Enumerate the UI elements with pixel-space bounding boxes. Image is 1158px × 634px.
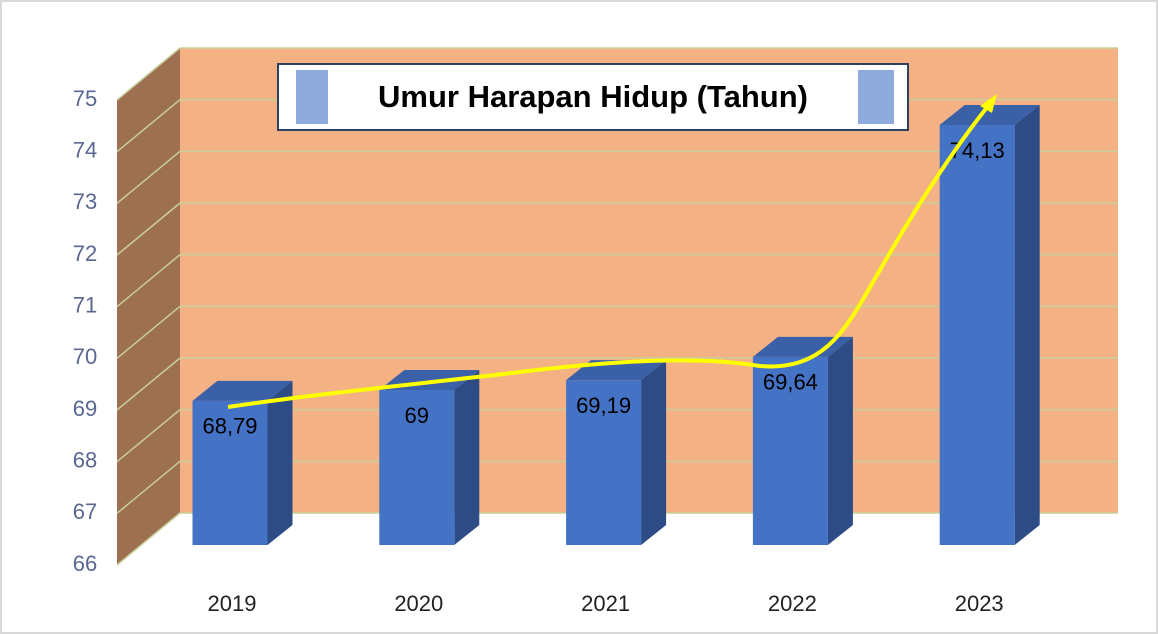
title-box: Umur Harapan Hidup (Tahun) — [277, 63, 909, 131]
y-tick-label: 72 — [73, 241, 97, 266]
y-tick-label: 69 — [73, 396, 97, 421]
bar — [939, 124, 1015, 545]
bar-top — [192, 380, 293, 401]
bar-side — [454, 370, 480, 545]
side-grid-line — [116, 99, 181, 153]
y-tick-label: 66 — [73, 551, 97, 576]
value-label: 69 — [405, 403, 429, 428]
y-tick-label: 68 — [73, 447, 97, 472]
title-decor — [296, 70, 328, 124]
x-tick-label: 2021 — [581, 591, 630, 616]
arrow-head — [980, 94, 997, 113]
y-tick-label: 70 — [73, 344, 97, 369]
value-label: 69,19 — [576, 393, 631, 418]
bar — [192, 400, 268, 545]
x-tick-label: 2019 — [208, 591, 257, 616]
title-frame — [277, 63, 909, 131]
bars: 68,79 69 69,19 69,64 74,13 — [192, 104, 1040, 545]
trend-curve — [227, 98, 995, 409]
side-grid-line — [116, 460, 181, 514]
title-decor — [858, 70, 894, 124]
x-tick-label: 2020 — [394, 591, 443, 616]
y-tick-label: 73 — [73, 189, 97, 214]
side-wall — [117, 48, 180, 565]
side-grid-line — [116, 150, 181, 204]
side-grid-line — [116, 254, 181, 308]
value-label: 68,79 — [202, 414, 257, 439]
bar-side — [267, 380, 293, 545]
bar — [566, 380, 642, 545]
y-tick-label: 75 — [73, 86, 97, 111]
side-grid-line — [116, 409, 181, 463]
value-label: 74,13 — [950, 138, 1005, 163]
y-tick-label: 71 — [73, 292, 97, 317]
bar-side — [827, 336, 853, 545]
bar-side — [641, 360, 667, 545]
bar-side — [1014, 104, 1040, 545]
side-grid-line — [116, 357, 181, 411]
x-tick-label: 2023 — [955, 591, 1004, 616]
y-tick-label: 67 — [73, 499, 97, 524]
bar-top — [752, 336, 853, 357]
y-tick-label: 74 — [73, 137, 97, 162]
side-grid-line — [116, 305, 181, 359]
chart-title: Umur Harapan Hidup (Tahun) — [378, 79, 808, 114]
trend-arrow — [227, 94, 997, 409]
bar — [379, 390, 455, 545]
x-tick-label: 2022 — [768, 591, 817, 616]
side-grid-line — [116, 512, 181, 566]
side-grid-line — [116, 202, 181, 256]
bar — [752, 356, 828, 545]
side-grid-line — [116, 47, 181, 101]
bar-top — [939, 104, 1040, 125]
value-label: 69,64 — [763, 370, 818, 395]
